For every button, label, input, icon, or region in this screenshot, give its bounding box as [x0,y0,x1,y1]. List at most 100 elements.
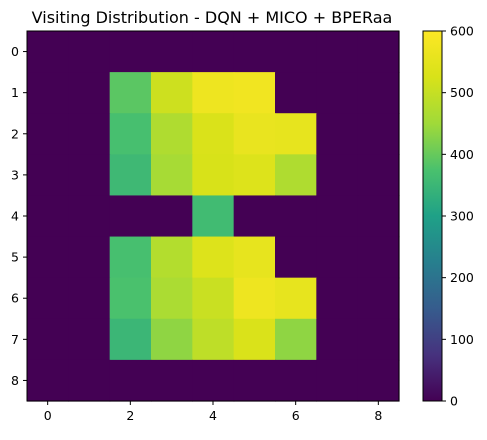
heatmap-cell [234,195,276,237]
heatmap-cell [68,154,110,196]
colorbar-tick-label: 100 [450,332,474,347]
y-tick-label: 6 [11,291,19,306]
y-tick-label: 7 [11,332,19,347]
heatmap-cell [110,237,152,279]
heatmap-cell [275,154,317,196]
heatmap-cell [234,72,276,114]
heatmap-cell [151,360,193,402]
heatmap-cell [110,319,152,361]
heatmap-cell [275,360,317,402]
heatmap-cell [151,278,193,320]
heatmap-cell [68,278,110,320]
heatmap-cell [275,31,317,73]
x-tick-label: 2 [126,408,134,423]
heatmap-cell [316,72,358,114]
heatmap-cell [234,360,276,402]
colorbar-tick-label: 500 [450,85,474,100]
colorbar [423,31,442,401]
heatmap-cell [27,278,69,320]
colorbar-tick-label: 0 [450,394,458,409]
heatmap-cell [234,113,276,155]
heatmap-cell [316,31,358,73]
heatmap-cell [316,113,358,155]
heatmap-cell [275,195,317,237]
heatmap-cell [316,154,358,196]
heatmap-cell [275,72,317,114]
x-axis: 0 2 4 6 8 [44,401,383,423]
colorbar-axis: 0 100 200 300 400 500 600 [442,24,474,409]
y-tick-label: 8 [11,373,19,388]
heatmap-cell [316,195,358,237]
heatmap-cell [358,31,400,73]
heatmap-cell [110,154,152,196]
heatmap-cell [27,154,69,196]
heatmap-cell [234,31,276,73]
heatmap-cell [68,31,110,73]
y-tick-label: 2 [11,126,19,141]
heatmap-cells [27,31,400,402]
heatmap-cell [192,72,234,114]
heatmap-cell [234,237,276,279]
heatmap-cell [358,195,400,237]
colorbar-tick-label: 300 [450,209,474,224]
heatmap-cell [234,154,276,196]
heatmap-cell [151,154,193,196]
heatmap-cell [234,319,276,361]
heatmap-cell [192,319,234,361]
heatmap-cell [68,113,110,155]
heatmap-cell [27,360,69,402]
x-tick-label: 8 [374,408,382,423]
heatmap-cell [234,278,276,320]
heatmap-cell [316,278,358,320]
x-tick-label: 0 [44,408,52,423]
heatmap-cell [151,195,193,237]
heatmap-cell [275,113,317,155]
heatmap-cell [27,195,69,237]
heatmap-cell [192,154,234,196]
heatmap-cell [358,360,400,402]
heatmap-cell [151,31,193,73]
heatmap-cell [275,319,317,361]
heatmap-cell [358,278,400,320]
y-tick-label: 0 [11,44,19,59]
heatmap-cell [358,72,400,114]
heatmap-cell [68,195,110,237]
chart-title: Visiting Distribution - DQN + MICO + BPE… [32,8,393,27]
heatmap-cell [68,237,110,279]
heatmap-cell [151,113,193,155]
heatmap-cell [358,237,400,279]
heatmap-cell [151,237,193,279]
heatmap-cell [68,360,110,402]
colorbar-tick-label: 600 [450,24,474,39]
heatmap-cell [192,360,234,402]
y-tick-label: 3 [11,167,19,182]
heatmap-cell [358,113,400,155]
colorbar-tick-label: 400 [450,147,474,162]
heatmap-cell [68,319,110,361]
heatmap-cell [192,31,234,73]
heatmap-cell [192,237,234,279]
heatmap-cell [27,31,69,73]
heatmap-cell [358,154,400,196]
heatmap-cell [27,113,69,155]
heatmap-cell [151,72,193,114]
heatmap-cell [192,278,234,320]
heatmap-cell [110,360,152,402]
heatmap-cell [110,72,152,114]
heatmap-cell [192,113,234,155]
heatmap-cell [68,72,110,114]
heatmap-cell [316,237,358,279]
heatmap-cell [27,72,69,114]
heatmap-cell [110,31,152,73]
heatmap-cell [316,319,358,361]
y-tick-label: 5 [11,250,19,265]
heatmap-cell [27,319,69,361]
y-tick-label: 4 [11,209,19,224]
heatmap-cell [110,113,152,155]
y-axis: 0 1 2 3 4 5 6 7 8 [11,44,27,388]
colorbar-tick-label: 200 [450,270,474,285]
heatmap-cell [27,237,69,279]
heatmap-cell [316,360,358,402]
